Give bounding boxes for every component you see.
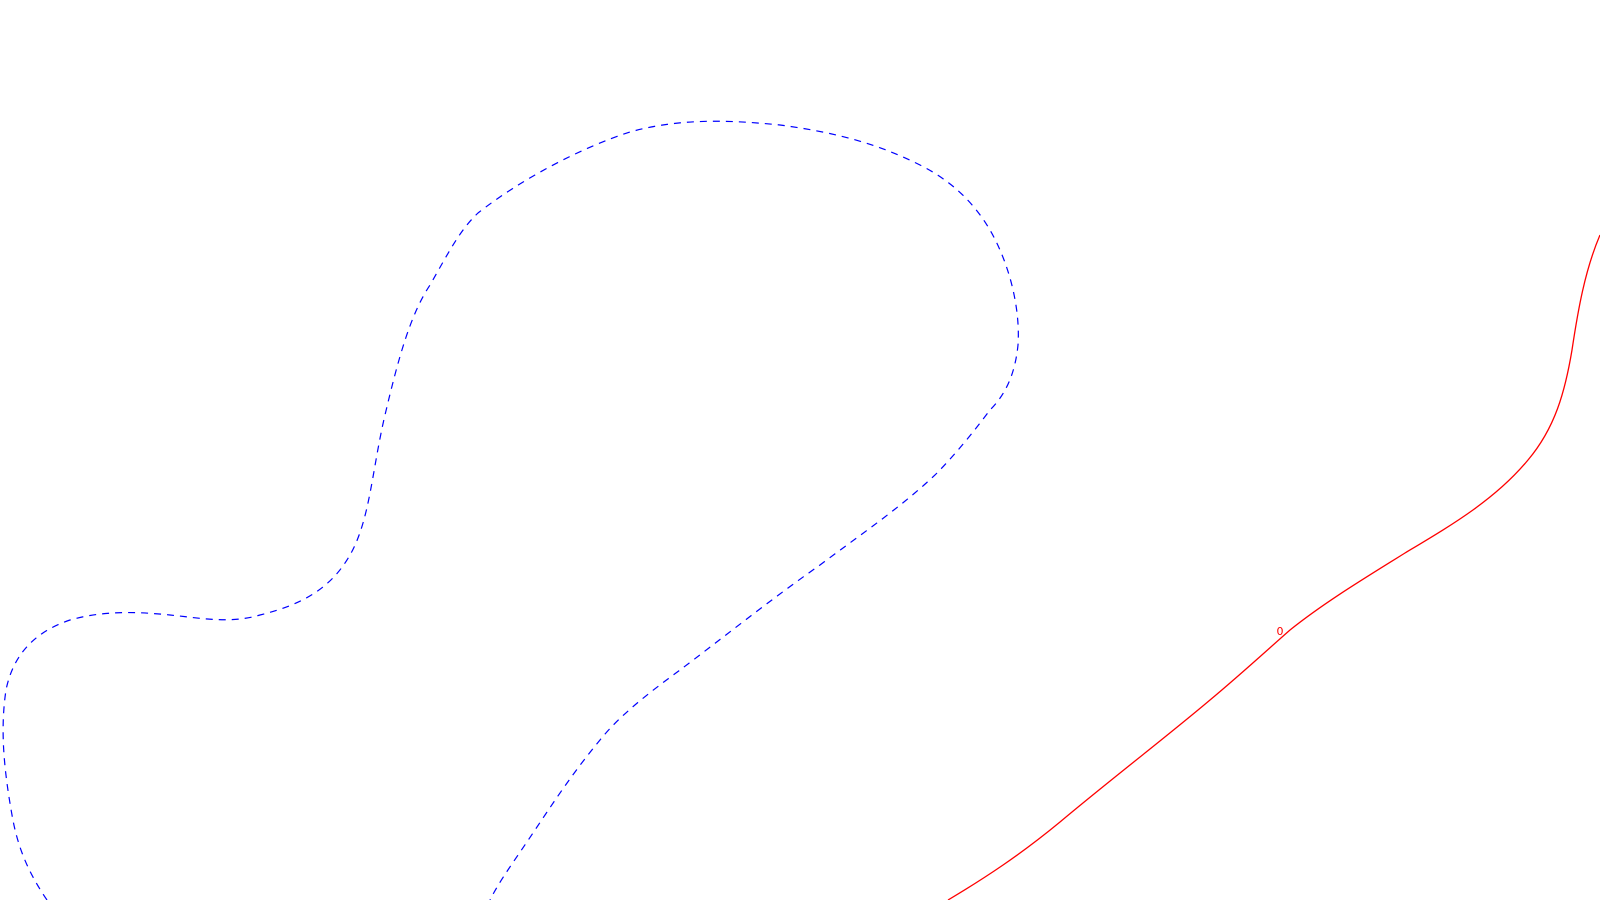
contour-label-zero: 0 xyxy=(1277,625,1284,638)
solid-contour-line xyxy=(947,234,1600,900)
dashed-contour-line xyxy=(2,120,1019,900)
